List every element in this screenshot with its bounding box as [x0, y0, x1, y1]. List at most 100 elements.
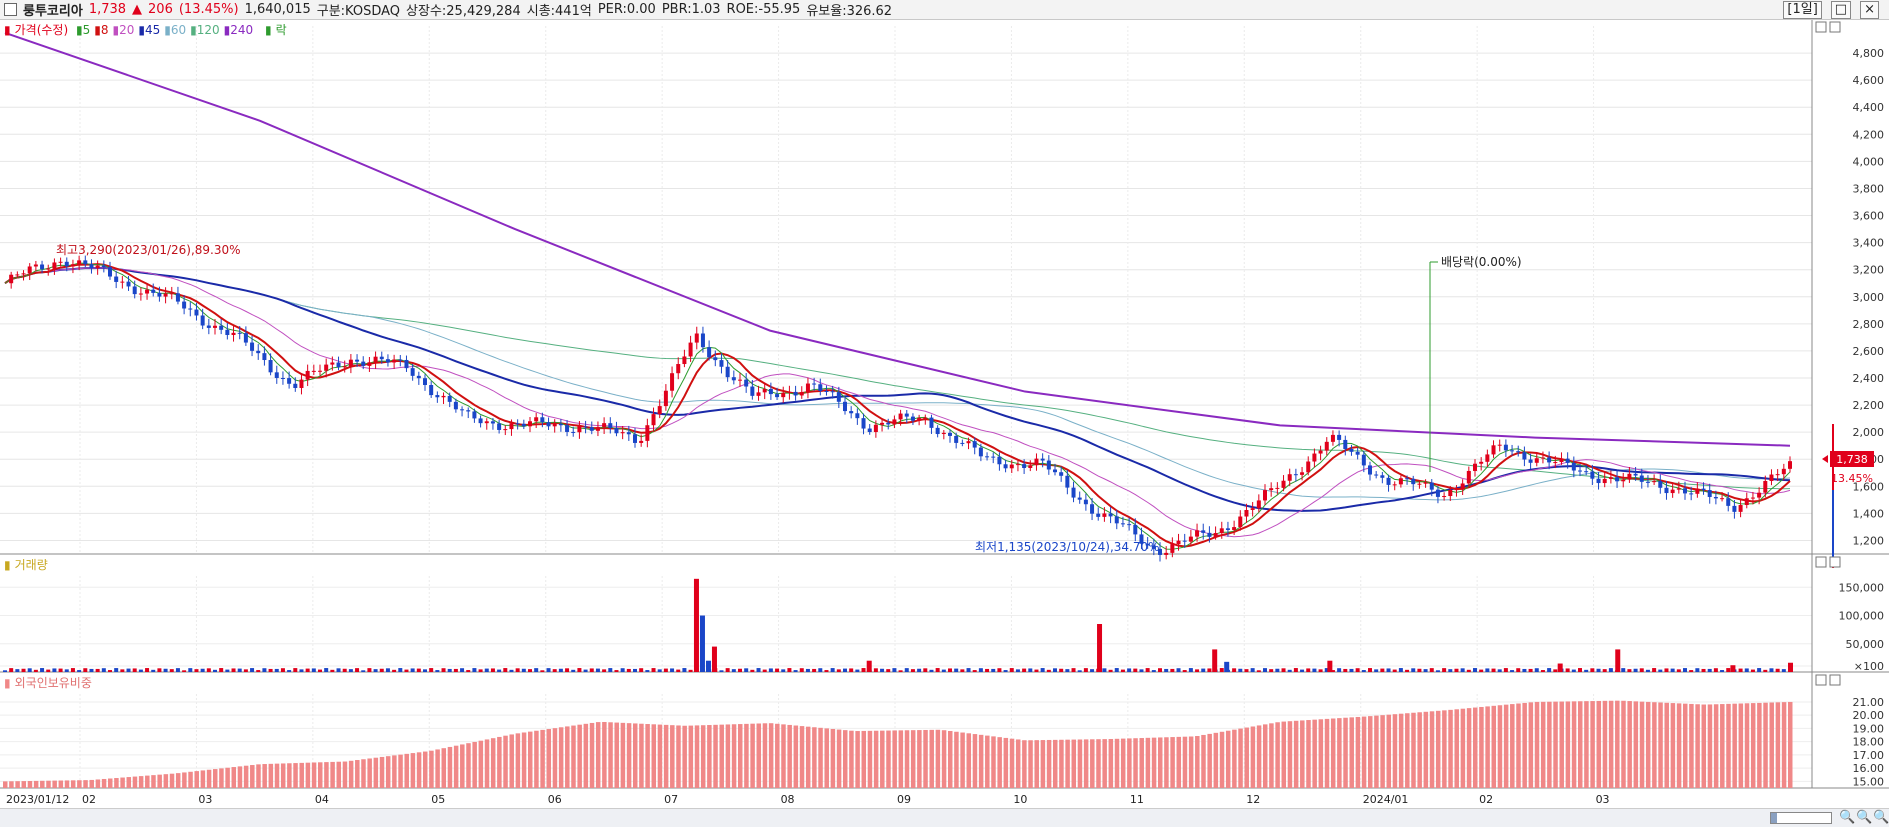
volume-bar — [1343, 668, 1348, 672]
volume-bar — [1224, 661, 1230, 672]
foreign-bar — [1398, 713, 1404, 788]
foreign-bar — [9, 781, 14, 788]
foreign-legend: ▮ 외국인보유비중 — [4, 676, 92, 690]
price-tick: 1,400 — [1853, 507, 1885, 520]
foreign-bar — [503, 735, 508, 788]
foreign-bar — [1596, 700, 1602, 788]
close-icon[interactable]: × — [1860, 1, 1879, 19]
foreign-bar — [225, 767, 230, 788]
shares-value: 상장수:25,429,284 — [406, 4, 521, 19]
candle-body — [1559, 458, 1564, 463]
pbr-value: PBR:1.03 — [661, 2, 721, 17]
foreign-bar — [1565, 701, 1571, 788]
volume-bar — [1139, 669, 1144, 672]
volume-bar — [213, 669, 217, 672]
price-tick: 2,600 — [1853, 345, 1885, 358]
foreign-bar — [1633, 701, 1639, 788]
price-tick: 2,000 — [1853, 426, 1885, 439]
zoom-reset-icon[interactable]: 🔍 — [1873, 810, 1889, 825]
volume-bar — [1145, 668, 1150, 672]
price-legend: ▮ 가격(수정) ▮5 ▮8 ▮20 ▮45 ▮60 ▮120 ▮240 ▮ 락 — [4, 23, 287, 37]
volume-bar — [1120, 669, 1125, 672]
foreign-bar — [836, 729, 842, 788]
foreign-bar — [1540, 701, 1546, 788]
foreign-bar — [132, 776, 138, 788]
volume-bar — [830, 668, 835, 672]
candle-body — [404, 359, 409, 369]
foreign-bar — [626, 723, 632, 788]
volume-bar — [1578, 668, 1582, 672]
checkbox[interactable] — [4, 3, 17, 16]
candle-body — [929, 417, 934, 428]
candle-body — [670, 373, 675, 391]
foreign-bar — [287, 763, 292, 788]
foreign-bar — [1485, 706, 1490, 788]
candle-body — [719, 360, 724, 367]
foreign-bar — [1256, 725, 1262, 788]
volume-bar — [1417, 668, 1422, 672]
candle-body — [818, 384, 823, 391]
foreign-bar — [738, 724, 743, 788]
volume-bar — [1293, 668, 1298, 672]
volume-bar — [558, 668, 563, 672]
foreign-bar — [855, 731, 860, 788]
candle-body — [1534, 458, 1539, 463]
zoom-out-icon[interactable]: 🔍 — [1839, 810, 1856, 825]
foreign-bar — [1349, 717, 1354, 788]
candle-body — [1547, 457, 1552, 463]
foreign-bar — [1578, 701, 1583, 788]
volume-bar — [836, 669, 841, 672]
x-axis-labels: 2023/01/12 02 03 04 05 06 07 08 09 10 11 12 2024/01 0… — [6, 793, 1610, 806]
volume-bar — [1090, 669, 1095, 672]
candle-body — [231, 332, 236, 335]
scroll-thumb[interactable] — [1771, 813, 1777, 823]
candle-body — [1071, 487, 1076, 498]
candle-body — [1083, 499, 1088, 505]
foreign-bar — [1701, 704, 1707, 788]
foreign-bar — [1720, 704, 1725, 788]
volume-bar — [651, 668, 656, 672]
candle-body — [954, 435, 959, 443]
panel-buttons[interactable] — [1815, 21, 1841, 686]
candle-body — [799, 392, 804, 396]
foreign-bar — [756, 723, 762, 788]
x-tick: 05 — [431, 793, 445, 806]
candle-body — [1460, 483, 1465, 490]
foreign-bar — [830, 728, 836, 788]
volume-bar — [1615, 649, 1621, 672]
volume-bar — [633, 668, 637, 672]
volume-bar — [614, 670, 619, 672]
volume-bar — [1361, 670, 1366, 672]
restore-icon[interactable]: □ — [1830, 1, 1852, 19]
foreign-bar — [583, 723, 589, 788]
candle-body — [1269, 488, 1274, 491]
candle-body — [132, 286, 137, 295]
foreign-bar — [509, 734, 514, 788]
volume-bar — [355, 668, 360, 672]
volume-bar — [849, 668, 854, 672]
foreign-bar — [1207, 733, 1212, 788]
foreign-bar — [565, 726, 570, 788]
candle-body — [490, 421, 495, 424]
candle-body — [1454, 489, 1459, 491]
period-button[interactable]: [1일] — [1783, 1, 1822, 19]
foreign-bar — [787, 724, 792, 788]
foreign-bar — [1318, 719, 1324, 788]
candle-body — [503, 429, 508, 431]
candle-body — [836, 392, 841, 402]
volume-bar — [1633, 668, 1638, 672]
zoom-in-icon[interactable]: 🔍 — [1856, 810, 1873, 825]
candle-body — [70, 264, 75, 267]
foreign-bar — [398, 754, 403, 788]
volume-bar — [398, 668, 403, 672]
volume-bar — [1540, 670, 1545, 672]
legend-ma-5: ▮5 — [75, 23, 91, 37]
candle-body — [95, 265, 100, 269]
volume-bar — [1411, 668, 1416, 672]
foreign-ownership-bars — [3, 700, 1793, 788]
volume-bar — [361, 670, 366, 672]
volume-bar — [898, 670, 903, 672]
scroll-track[interactable] — [1770, 812, 1832, 824]
foreign-bar — [108, 778, 113, 788]
volume-bar — [40, 668, 45, 672]
